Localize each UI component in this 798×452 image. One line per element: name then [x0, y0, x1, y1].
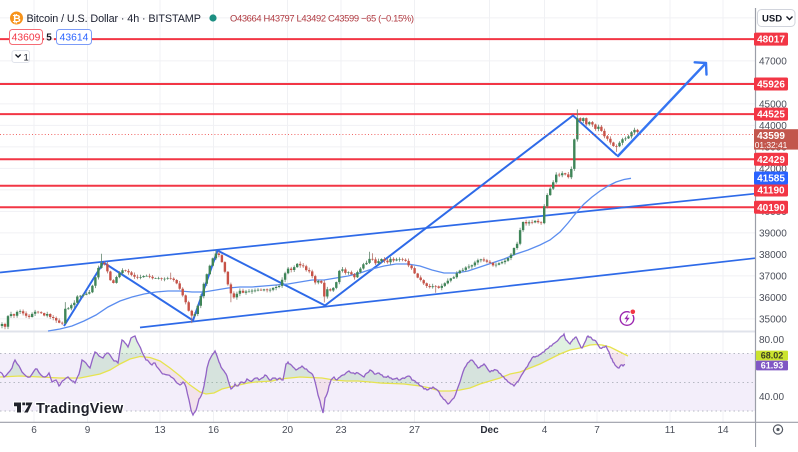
svg-text:43609: 43609 [12, 33, 41, 44]
svg-text:37000: 37000 [759, 272, 787, 283]
svg-text:20: 20 [282, 425, 294, 436]
svg-text:41585: 41585 [757, 174, 785, 185]
svg-text:38000: 38000 [759, 250, 787, 261]
svg-text:11: 11 [665, 425, 676, 436]
svg-text:Dec: Dec [480, 425, 499, 436]
svg-text:43614: 43614 [60, 33, 89, 44]
svg-text:42000: 42000 [759, 164, 787, 175]
svg-text:7: 7 [594, 425, 600, 436]
svg-text:₿: ₿ [12, 13, 21, 25]
svg-text:45000: 45000 [759, 100, 787, 111]
svg-text:16: 16 [208, 425, 220, 436]
svg-text:41190: 41190 [757, 186, 785, 197]
svg-text:5: 5 [46, 32, 52, 43]
svg-text:68.02: 68.02 [761, 350, 784, 360]
svg-text:23: 23 [335, 425, 347, 436]
svg-text:43599: 43599 [757, 131, 785, 142]
svg-text:13: 13 [154, 425, 166, 436]
svg-text:Bitcoin / U.S. Dollar · 4h · B: Bitcoin / U.S. Dollar · 4h · BITSTAMP [27, 13, 201, 25]
svg-text:35000: 35000 [759, 315, 787, 326]
svg-text:4: 4 [542, 425, 548, 436]
svg-text:1: 1 [24, 52, 29, 63]
svg-text:45926: 45926 [757, 80, 785, 91]
svg-text:44525: 44525 [757, 110, 785, 121]
svg-text:61.93: 61.93 [761, 360, 784, 370]
svg-text:80.00: 80.00 [759, 335, 784, 346]
svg-text:44000: 44000 [759, 121, 787, 132]
svg-text:01:32:41: 01:32:41 [755, 140, 788, 150]
svg-text:40.00: 40.00 [759, 392, 784, 403]
svg-text:USD: USD [762, 14, 782, 25]
svg-text:TradingView: TradingView [36, 401, 124, 417]
svg-text:48017: 48017 [757, 35, 785, 46]
svg-text:42429: 42429 [757, 155, 785, 166]
svg-text:27: 27 [409, 425, 421, 436]
svg-text:6: 6 [31, 425, 37, 436]
svg-text:47000: 47000 [759, 57, 787, 68]
svg-text:14: 14 [717, 425, 729, 436]
svg-text:40190: 40190 [757, 203, 785, 214]
svg-text:39000: 39000 [759, 229, 787, 240]
svg-text:36000: 36000 [759, 293, 787, 304]
svg-text:9: 9 [85, 425, 91, 436]
svg-text:O43664 H43797 L43492 C43599 −6: O43664 H43797 L43492 C43599 −65 (−0.15%) [230, 13, 414, 24]
